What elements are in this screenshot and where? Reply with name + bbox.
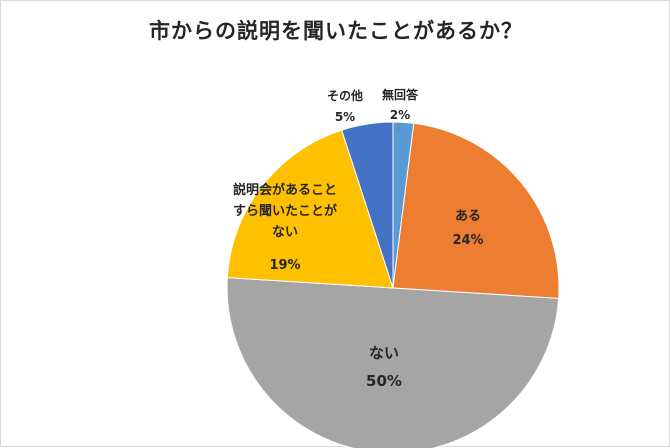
- slice-value-label: 5%: [335, 110, 355, 124]
- slice-label-text: すら聞いたことが: [233, 203, 337, 219]
- callout-line: [397, 123, 400, 133]
- slice-label-text: その他: [327, 88, 363, 103]
- slice-value-label: 2%: [390, 108, 410, 122]
- pie-slice-3: [226, 129, 394, 289]
- pie-slice-2: [226, 277, 560, 448]
- slice-label-0: 無回答 2%: [382, 87, 419, 122]
- slice-label-2: ない 50%: [366, 344, 402, 390]
- slice-label-text: ある: [455, 209, 481, 224]
- slice-label-1: ある 24%: [452, 209, 483, 248]
- chart-title: 市からの説明を聞いたことがあるか？: [149, 19, 523, 43]
- pie-slice-1: [392, 122, 560, 299]
- slice-value-label: 24%: [452, 233, 483, 248]
- slice-label-text: 説明会があること: [233, 182, 337, 198]
- slice-label-text: ない: [369, 344, 399, 362]
- pie-slice-4: [341, 121, 394, 289]
- slice-value-label: 19%: [269, 258, 300, 273]
- slice-label-4: その他 5%: [327, 88, 363, 124]
- slice-label-text: 無回答: [382, 87, 419, 102]
- slice-label-text: ない: [272, 225, 298, 240]
- slice-value-label: 50%: [366, 372, 402, 390]
